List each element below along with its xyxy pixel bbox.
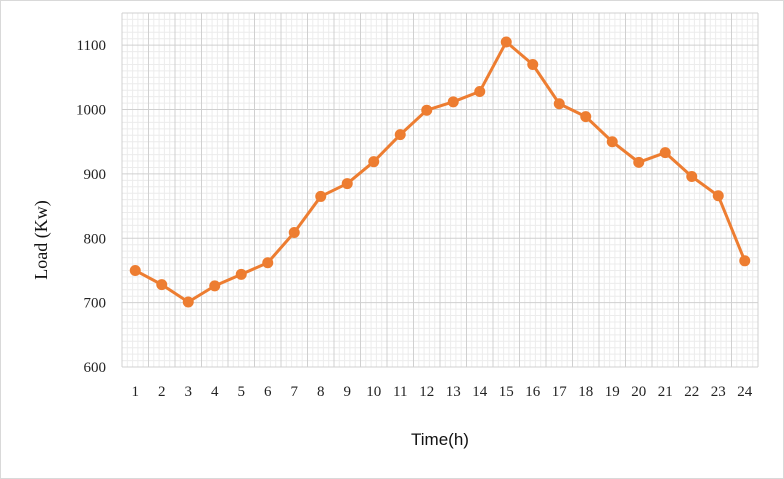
major-grid — [121, 12, 759, 368]
x-tick-label: 2 — [158, 384, 166, 400]
x-tick-label: 23 — [711, 384, 726, 400]
x-tick-label: 17 — [552, 384, 568, 400]
x-tick-label: 12 — [419, 384, 434, 400]
data-point — [474, 86, 486, 98]
data-point — [209, 280, 221, 292]
data-point — [262, 257, 274, 269]
x-axis-label: Time(h) — [411, 430, 469, 449]
data-point — [368, 156, 380, 168]
y-tick-label: 900 — [84, 167, 107, 183]
x-tick-label: 7 — [291, 384, 299, 400]
y-tick-label: 800 — [84, 231, 107, 247]
y-tick-label: 600 — [84, 360, 107, 376]
x-tick-label: 21 — [658, 384, 673, 400]
x-tick-label: 3 — [185, 384, 193, 400]
y-tick-label: 1100 — [77, 38, 106, 54]
y-axis-label: Load (Kw) — [31, 200, 52, 279]
y-tick-labels: 600 700 800 900 1000 1100 — [76, 38, 106, 376]
data-point — [633, 156, 645, 168]
x-tick-label: 10 — [366, 384, 381, 400]
x-tick-label: 22 — [684, 384, 699, 400]
data-point — [421, 104, 433, 116]
x-tick-label: 14 — [472, 384, 488, 400]
x-tick-label: 15 — [499, 384, 514, 400]
x-tick-label: 19 — [605, 384, 620, 400]
x-tick-labels: 1 2 3 4 5 6 7 8 9 10 11 12 13 14 15 16 17 18 19 20 21 22 23 24 — [132, 384, 753, 400]
data-point — [394, 129, 406, 141]
x-tick-label: 11 — [393, 384, 407, 400]
x-tick-label: 4 — [211, 384, 219, 400]
x-tick-label: 18 — [578, 384, 593, 400]
data-point — [712, 190, 724, 202]
x-tick-label: 16 — [525, 384, 541, 400]
data-point — [553, 98, 565, 110]
y-tick-label: 700 — [84, 296, 107, 312]
x-tick-label: 9 — [344, 384, 352, 400]
data-point — [235, 268, 247, 280]
x-tick-label: 6 — [264, 384, 272, 400]
data-point — [182, 296, 194, 308]
data-point — [288, 226, 300, 238]
data-point — [739, 255, 751, 267]
y-tick-label: 1000 — [76, 103, 106, 119]
x-tick-label: 5 — [238, 384, 246, 400]
x-tick-label: 1 — [132, 384, 140, 400]
data-point — [527, 58, 539, 70]
data-point — [606, 136, 618, 148]
x-tick-label: 20 — [631, 384, 646, 400]
data-point — [341, 178, 353, 190]
data-point — [156, 279, 168, 291]
data-point — [686, 170, 698, 182]
data-point — [500, 36, 512, 48]
data-point — [129, 264, 141, 276]
data-point — [447, 96, 459, 108]
series-group — [129, 36, 751, 308]
x-tick-label: 24 — [737, 384, 753, 400]
x-tick-label: 8 — [317, 384, 325, 400]
data-point — [315, 190, 327, 202]
data-point — [580, 111, 592, 123]
data-point — [659, 147, 671, 159]
x-tick-label: 13 — [446, 384, 461, 400]
